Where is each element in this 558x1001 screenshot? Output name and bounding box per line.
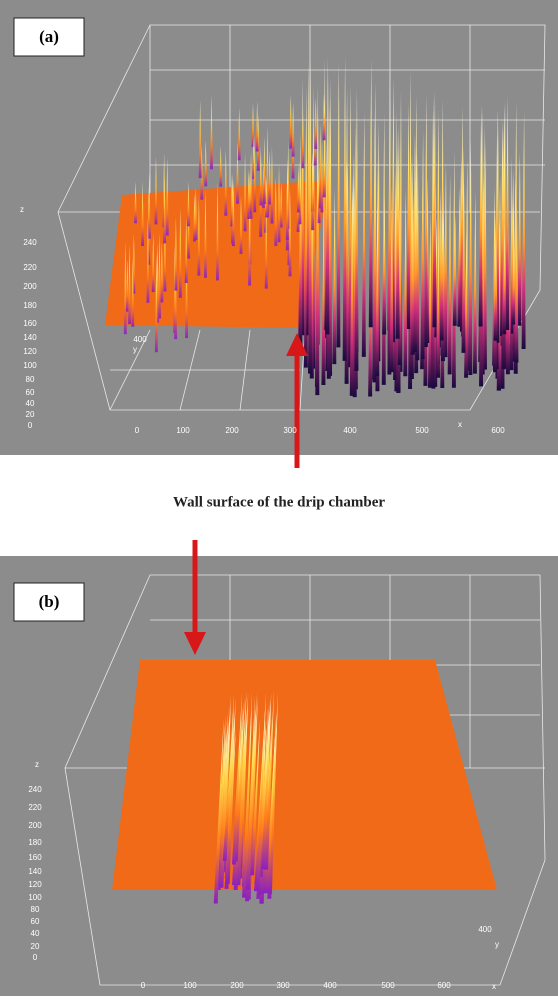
surface-flat [112,660,497,890]
z-tick-label: 220 [23,263,37,272]
z-tick-label: 80 [31,905,40,914]
x-tick-label: 400 [323,981,337,990]
z-tick-label: 40 [26,399,35,408]
x-tick-label: 300 [283,426,297,435]
z-tick-label: 160 [28,853,42,862]
x-tick-label: 100 [183,981,197,990]
y-tick-label: 400 [478,925,492,934]
x-tick-label: 0 [135,426,140,435]
z-tick-label: 60 [31,917,40,926]
x-tick-label: 0 [141,981,146,990]
axis-label: y [495,940,499,949]
z-tick-label: 180 [23,301,37,310]
axis-label: x [458,420,462,429]
z-tick-label: 20 [26,410,35,419]
caption: Wall surface of the drip chamber [173,494,385,510]
z-tick-label: 140 [23,333,37,342]
x-tick-label: 200 [230,981,244,990]
z-tick-label: 220 [28,803,42,812]
y-tick-label: 400 [133,335,147,344]
page: (a) Wall surface of the drip chamber (b)… [0,0,558,1001]
panel-label: (a) [39,27,59,46]
x-tick-label: 300 [276,981,290,990]
axis-label: x [492,982,496,991]
z-tick-label: 240 [28,785,42,794]
x-tick-label: 200 [225,426,239,435]
figure: (a) Wall surface of the drip chamber (b)… [0,0,558,996]
z-tick-label: 100 [28,893,42,902]
z-tick-label: 80 [26,375,35,384]
z-tick-label: 100 [23,361,37,370]
x-tick-label: 600 [491,426,505,435]
panel-label: (b) [39,592,60,611]
z-tick-label: 20 [31,942,40,951]
z-tick-label: 0 [28,421,33,430]
z-tick-label: 120 [23,347,37,356]
axis-label: z [20,205,24,214]
z-tick-label: 60 [26,388,35,397]
axis-label: z [35,760,39,769]
x-tick-label: 500 [381,981,395,990]
z-tick-label: 0 [33,953,38,962]
z-tick-label: 200 [28,821,42,830]
z-tick-label: 160 [23,319,37,328]
x-tick-label: 400 [343,426,357,435]
z-tick-label: 240 [23,238,37,247]
x-tick-label: 600 [437,981,451,990]
axis-label: y [133,345,137,354]
z-tick-label: 200 [23,282,37,291]
z-tick-label: 180 [28,838,42,847]
x-tick-label: 500 [415,426,429,435]
z-tick-label: 40 [31,929,40,938]
z-tick-label: 120 [28,880,42,889]
x-tick-label: 100 [176,426,190,435]
z-tick-label: 140 [28,867,42,876]
